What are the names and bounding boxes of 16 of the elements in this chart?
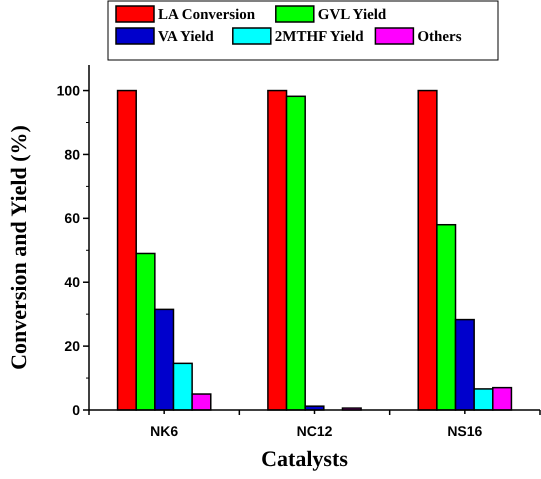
y-tick-label: 100 bbox=[56, 82, 80, 98]
legend-label: VA Yield bbox=[158, 29, 214, 45]
legend-label: Others bbox=[417, 29, 462, 45]
legend-label: GVL Yield bbox=[318, 7, 387, 23]
y-axis-title: Conversion and Yield (%) bbox=[6, 125, 31, 370]
x-tick-label: NC12 bbox=[296, 423, 333, 439]
x-tick-label: NK6 bbox=[150, 423, 178, 439]
legend-label: 2MTHF Yield bbox=[274, 29, 364, 45]
x-tick-label: NS16 bbox=[447, 423, 483, 439]
y-tick-label: 80 bbox=[64, 146, 80, 162]
y-tick-label: 0 bbox=[72, 402, 80, 418]
legend-label: LA Conversion bbox=[158, 7, 256, 23]
y-tick-label: 60 bbox=[64, 210, 80, 226]
y-tick-label: 20 bbox=[64, 338, 80, 354]
x-axis-title: Catalysts bbox=[261, 446, 348, 471]
y-tick-label: 40 bbox=[64, 274, 80, 290]
